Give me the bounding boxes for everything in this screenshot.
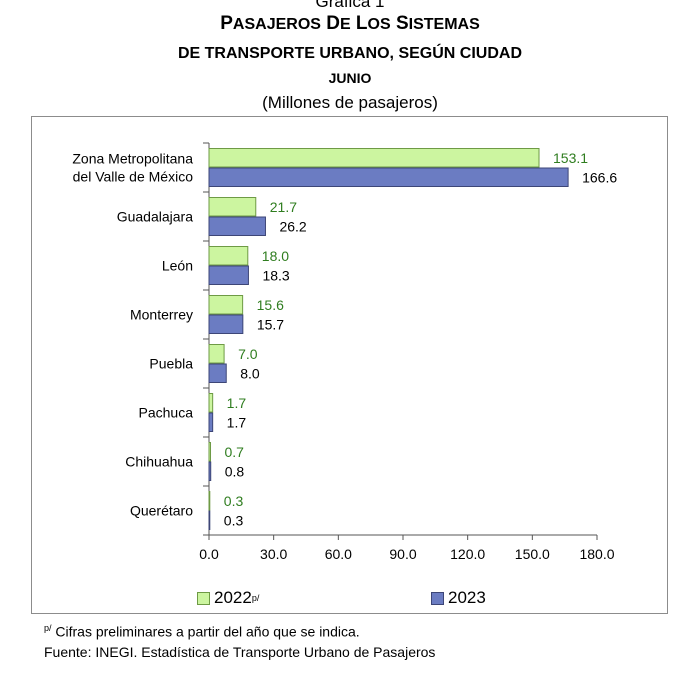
footnote-mark: p/ <box>44 623 52 633</box>
legend-label-2023: 2023 <box>448 588 486 607</box>
legend-swatch-2023 <box>431 591 444 605</box>
bar-2022 <box>208 491 211 511</box>
category-label: Zona Metropolitana <box>72 151 193 167</box>
category-label: del Valle de México <box>73 169 194 185</box>
bar-value-label-2023: 0.8 <box>225 463 245 479</box>
category-label: León <box>162 258 193 274</box>
bar-value-label-2022: 7.0 <box>238 346 258 362</box>
bar-2022 <box>208 295 244 315</box>
bar-2022 <box>208 442 212 462</box>
bar-2023 <box>208 461 212 481</box>
x-tick-label: 90.0 <box>389 546 416 562</box>
legend-item-2023: 2023 <box>431 588 486 608</box>
category-label: Querétaro <box>130 503 193 519</box>
footnote-preliminary: p/ Cifras preliminares a partir del año … <box>44 623 360 640</box>
bar-2022 <box>208 344 225 364</box>
title-text: DE TRANSPORTE URBANO, SEGÚN CIUDAD <box>177 45 522 62</box>
bar-2023 <box>208 314 244 334</box>
footnote-text: Cifras preliminares a partir del año que… <box>51 623 360 640</box>
x-tick-label: 180.0 <box>579 546 614 562</box>
bar-value-label-2023: 18.3 <box>262 267 289 283</box>
bar-value-label-2022: 21.7 <box>270 199 297 215</box>
bar-2023 <box>208 167 569 187</box>
category-label: Chihuahua <box>125 454 193 470</box>
chart-frame <box>31 116 668 614</box>
category-label: Monterrey <box>130 307 193 323</box>
bar-value-label-2022: 153.1 <box>553 150 588 166</box>
bar-value-label-2022: 0.3 <box>224 493 244 509</box>
chart-title-line1: PASAJEROS DE LOS SISTEMAS <box>0 13 700 35</box>
bar-value-label-2022: 1.7 <box>227 395 247 411</box>
category-label: Pachuca <box>139 405 194 421</box>
bar-2023 <box>208 363 227 383</box>
bar-value-label-2023: 15.7 <box>257 316 284 332</box>
bar-value-label-2023: 8.0 <box>240 365 260 381</box>
title-text: PASAJEROS DE LOS SISTEMAS <box>220 13 480 34</box>
chart-month: JUNIO <box>0 70 700 86</box>
month-text: JUNIO <box>328 70 372 86</box>
legend-item-2022: 2022 p/ <box>197 588 259 608</box>
legend-swatch-2022 <box>197 591 210 605</box>
chart-title-line2: DE TRANSPORTE URBANO, SEGÚN CIUDAD <box>0 42 700 64</box>
bar-value-label-2022: 15.6 <box>257 297 284 313</box>
footnote-source: Fuente: INEGI. Estadística de Transporte… <box>44 644 436 660</box>
x-tick-label: 120.0 <box>450 546 485 562</box>
bar-value-label-2022: 18.0 <box>262 248 289 264</box>
chart-kicker: Gráfica 1 <box>315 0 385 11</box>
category-label: Guadalajara <box>117 209 193 225</box>
bar-2023 <box>208 265 249 285</box>
bar-2022 <box>208 197 257 217</box>
bar-value-label-2022: 0.7 <box>225 444 245 460</box>
bar-value-label-2023: 26.2 <box>279 218 306 234</box>
x-tick-label: 30.0 <box>260 546 287 562</box>
bar-value-label-2023: 0.3 <box>224 512 244 528</box>
bar-value-label-2023: 166.6 <box>582 169 617 185</box>
bar-2023 <box>208 412 214 432</box>
x-tick-label: 60.0 <box>325 546 352 562</box>
bar-2022 <box>208 246 249 266</box>
legend-mark-2022: p/ <box>251 593 260 603</box>
bar-value-label-2023: 1.7 <box>227 414 247 430</box>
bar-2022 <box>208 393 214 413</box>
category-label: Puebla <box>149 356 193 372</box>
bar-2023 <box>208 510 211 530</box>
bar-2022 <box>208 148 540 168</box>
bar-2023 <box>208 216 266 236</box>
legend-label-2022: 2022 <box>214 588 252 607</box>
x-tick-label: 150.0 <box>515 546 550 562</box>
chart-units: (Millones de pasajeros) <box>262 93 438 112</box>
x-tick-label: 0.0 <box>199 546 219 562</box>
